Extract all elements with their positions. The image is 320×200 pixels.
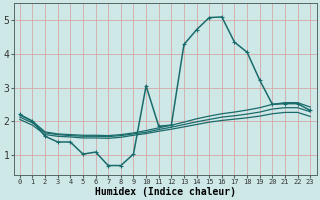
X-axis label: Humidex (Indice chaleur): Humidex (Indice chaleur)	[94, 186, 236, 197]
